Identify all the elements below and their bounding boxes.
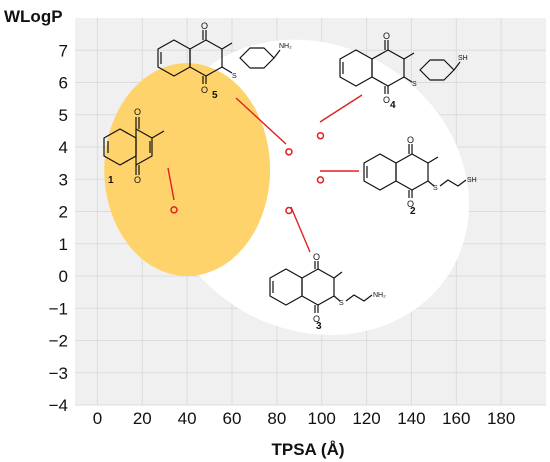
points <box>170 131 325 215</box>
svg-text:O: O <box>134 107 141 117</box>
structure-label-3: 3 <box>316 321 322 332</box>
svg-text:O: O <box>313 252 320 262</box>
svg-text:O: O <box>134 175 141 185</box>
y-tick-label: 4 <box>59 138 68 157</box>
structure-label-2: 2 <box>410 206 416 217</box>
structure-5: S O O NH₂ 5 <box>157 21 292 101</box>
structure-3: S O O NH₂ 3 <box>269 252 386 332</box>
svg-text:S: S <box>412 81 417 88</box>
svg-text:O: O <box>383 95 390 105</box>
point-2 <box>316 176 325 184</box>
svg-text:O: O <box>407 199 414 209</box>
structure-label-4: 4 <box>390 100 396 111</box>
structure-2: S O O SH 2 <box>363 135 477 217</box>
svg-text:SH: SH <box>458 55 468 62</box>
x-tick-label: 120 <box>352 409 380 428</box>
svg-text:O: O <box>313 314 320 324</box>
y-tick-label: −1 <box>49 299 68 318</box>
structures: O O 1 S O O NH₂ 5 <box>103 21 477 332</box>
structure-label-5: 5 <box>212 90 218 101</box>
structure-label-1: 1 <box>108 175 114 186</box>
region-yolk <box>104 63 271 276</box>
y-tick-label: −4 <box>49 396 68 415</box>
svg-text:O: O <box>383 31 390 41</box>
svg-text:SH: SH <box>467 177 477 184</box>
point-3 <box>285 206 293 215</box>
structure-1: O O 1 <box>103 107 165 186</box>
y-tick-label: 5 <box>59 106 68 125</box>
x-tick-label: 140 <box>397 409 425 428</box>
y-tick-label: 7 <box>59 41 68 60</box>
structure-4: S O O SH 4 <box>339 31 468 111</box>
x-tick-label: 20 <box>133 409 152 428</box>
x-tick-label: 40 <box>178 409 197 428</box>
svg-text:NH₂: NH₂ <box>279 43 292 50</box>
y-tick-label: 3 <box>59 170 68 189</box>
y-axis-title: WLogP <box>4 7 63 26</box>
x-tick-label: 180 <box>487 409 515 428</box>
point-4 <box>316 131 325 140</box>
connector-4 <box>319 94 363 123</box>
connector-3 <box>290 206 311 253</box>
x-tick-label: 80 <box>267 409 286 428</box>
regions <box>104 39 469 335</box>
svg-text:NH₂: NH₂ <box>373 292 386 299</box>
svg-text:S: S <box>232 73 237 80</box>
x-tick-label: 60 <box>223 409 242 428</box>
svg-text:O: O <box>201 21 208 31</box>
svg-text:S: S <box>339 300 344 307</box>
svg-text:O: O <box>201 85 208 95</box>
x-tick-labels: 0 20 40 60 80 100 120 140 160 180 <box>93 409 516 428</box>
y-tick-label: −3 <box>49 364 68 383</box>
svg-text:S: S <box>433 185 438 192</box>
x-tick-label: 160 <box>442 409 470 428</box>
y-tick-label: 1 <box>59 235 68 254</box>
svg-text:O: O <box>407 135 414 145</box>
y-tick-label: −2 <box>49 332 68 351</box>
x-tick-label: 100 <box>308 409 336 428</box>
connector-1 <box>167 167 175 201</box>
y-tick-labels: 7 6 5 4 3 2 1 0 −1 −2 −3 −4 <box>49 41 68 415</box>
point-5 <box>285 148 293 156</box>
y-tick-label: 2 <box>59 203 68 222</box>
y-tick-label: 0 <box>59 267 68 286</box>
x-tick-label: 0 <box>93 409 102 428</box>
y-tick-label: 6 <box>59 74 68 93</box>
connectors <box>167 94 363 253</box>
point-1 <box>170 206 178 214</box>
x-axis-title: TPSA (Å) <box>271 440 344 459</box>
connector-5 <box>235 97 287 145</box>
